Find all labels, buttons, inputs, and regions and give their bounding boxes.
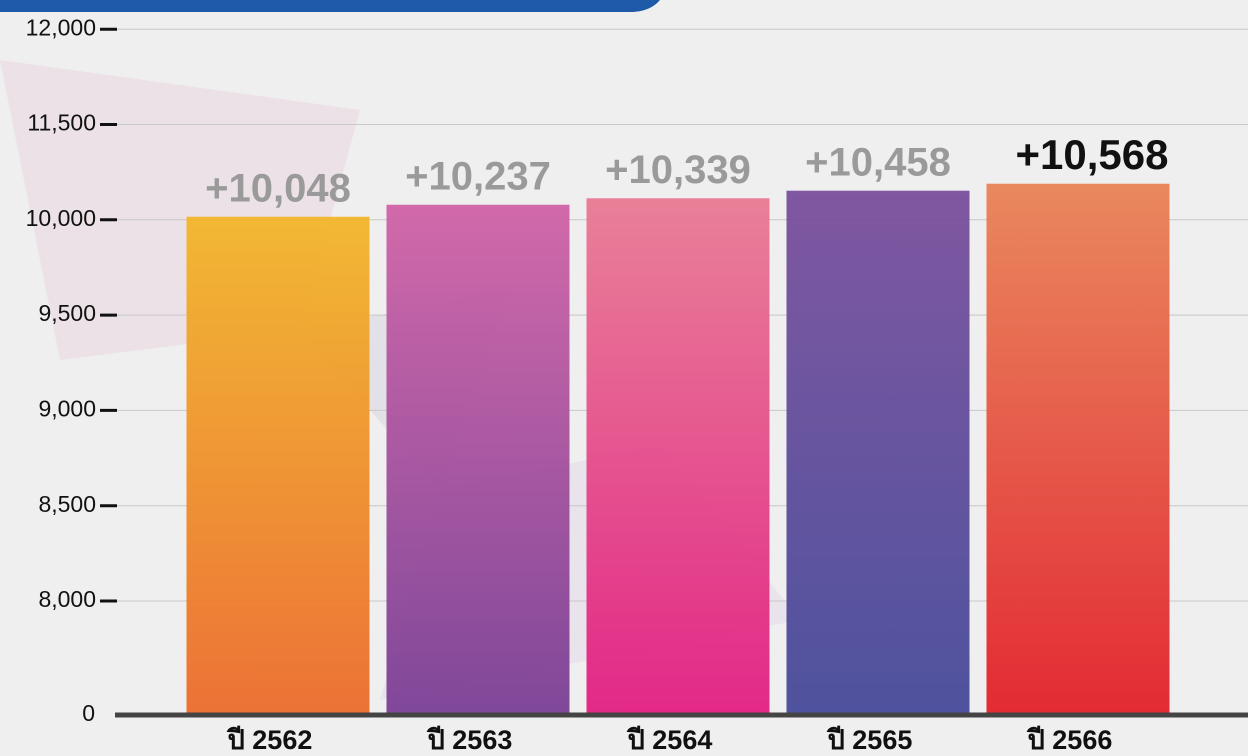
x-tick-label: ปี 2566 <box>1026 725 1112 755</box>
y-tick-label: 8,500 <box>38 491 96 517</box>
y-tick-label: 0 <box>82 700 95 726</box>
value-label: +10,568 <box>1016 131 1169 178</box>
y-tick-label: 8,000 <box>38 586 96 612</box>
x-tick-label: ปี 2563 <box>426 725 512 755</box>
bar <box>986 183 1170 715</box>
x-tick-label: ปี 2562 <box>226 725 312 755</box>
y-tick-label: 9,000 <box>38 395 96 421</box>
bar <box>786 190 970 716</box>
bar <box>386 204 570 715</box>
value-label: +10,048 <box>205 166 351 210</box>
x-tick-label: ปี 2565 <box>826 725 912 755</box>
value-label: +10,339 <box>605 148 751 192</box>
x-tick-label: ปี 2564 <box>626 725 712 755</box>
bar <box>586 198 770 715</box>
y-tick-label: 9,500 <box>38 300 96 326</box>
bar <box>186 216 370 715</box>
header-tab <box>0 0 660 12</box>
y-tick-label: 10,000 <box>26 205 96 231</box>
y-tick-label: 11,500 <box>27 110 96 136</box>
value-label: +10,237 <box>405 154 551 198</box>
y-tick-label: 12,000 <box>26 14 96 40</box>
value-label: +10,458 <box>805 140 951 184</box>
